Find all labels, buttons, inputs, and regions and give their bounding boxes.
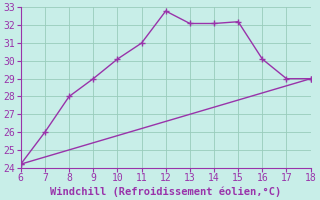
X-axis label: Windchill (Refroidissement éolien,°C): Windchill (Refroidissement éolien,°C) [50, 186, 281, 197]
